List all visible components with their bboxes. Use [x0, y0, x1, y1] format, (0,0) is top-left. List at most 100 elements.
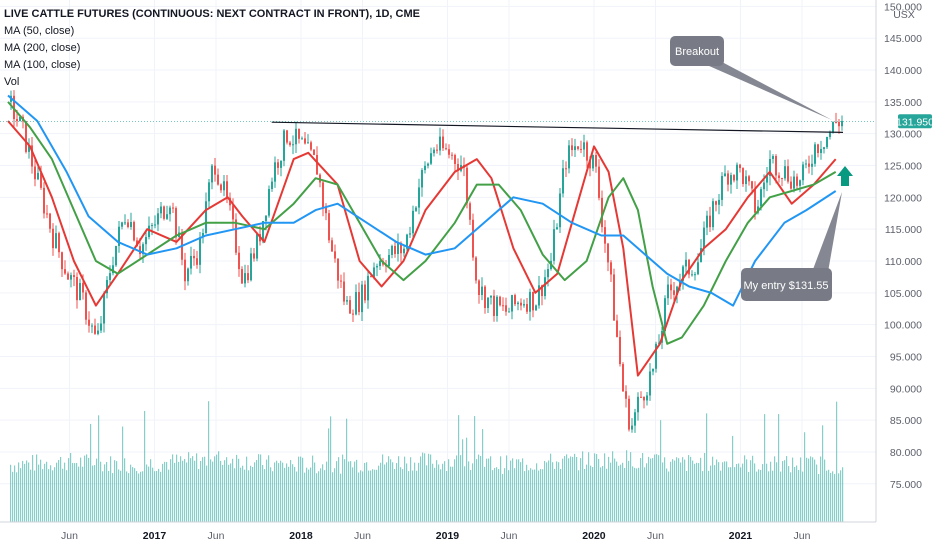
entry-callout[interactable]: My entry $131.55 — [741, 192, 842, 301]
candle-body — [682, 266, 684, 281]
candle-body — [217, 174, 219, 185]
volume-bar — [834, 474, 836, 522]
volume-bar — [104, 464, 106, 522]
volume-bar — [316, 473, 318, 522]
volume-bar — [72, 462, 74, 522]
breakout-callout[interactable]: Breakout — [670, 36, 832, 120]
candle-body — [19, 116, 21, 122]
volume-bar — [706, 413, 708, 522]
candle-body — [631, 425, 633, 430]
volume-bar — [396, 463, 398, 522]
candle-body — [40, 172, 42, 188]
volume-bar — [716, 459, 718, 522]
candle-body — [763, 182, 765, 190]
candle-body — [37, 172, 39, 180]
volume-bar — [350, 461, 352, 522]
volume-bar — [116, 461, 118, 522]
candle-body — [676, 286, 678, 295]
volume-bar — [74, 463, 76, 522]
candle-body — [484, 286, 486, 308]
candle-body — [271, 181, 273, 190]
volume-bar — [202, 457, 204, 522]
volume-bar — [258, 454, 260, 522]
candle-body — [253, 253, 255, 259]
volume-bar — [344, 459, 346, 522]
volume-bar — [504, 468, 506, 522]
x-tick-label: Jun — [208, 530, 225, 542]
volume-bar — [564, 456, 566, 522]
candle-body — [616, 320, 618, 337]
volume-bar — [412, 470, 414, 522]
candle-body — [703, 227, 705, 249]
volume-bar — [648, 456, 650, 522]
volume-bar — [676, 457, 678, 522]
volume-bar — [838, 473, 840, 522]
volume-bar — [184, 458, 186, 522]
candle-body — [298, 128, 300, 139]
candle-body — [280, 160, 282, 168]
volume-bar — [694, 463, 696, 522]
volume-bar — [744, 455, 746, 522]
volume-bar — [96, 458, 98, 522]
volume-bar — [172, 454, 174, 522]
volume-bar — [286, 463, 288, 522]
symbol-title[interactable]: LIVE CATTLE FUTURES (CONTINUOUS: NEXT CO… — [4, 8, 420, 20]
volume-bar — [728, 467, 730, 522]
volume-bar — [234, 468, 236, 522]
y-tick-label: 110.000 — [885, 256, 922, 268]
legend-ma50[interactable]: MA (50, close) — [4, 25, 75, 37]
volume-bar — [772, 470, 774, 522]
volume-bar — [134, 468, 136, 522]
candle-body — [508, 311, 510, 313]
volume-bar — [464, 466, 466, 522]
candle-body — [805, 163, 807, 165]
candle-body — [142, 244, 144, 255]
candle-body — [667, 284, 669, 299]
volume-bar — [218, 451, 220, 522]
candle-body — [79, 283, 81, 301]
candle-body — [637, 396, 639, 413]
volume-bar — [666, 468, 668, 522]
legend-ma100[interactable]: MA (100, close) — [4, 59, 81, 71]
volume-bar — [78, 466, 80, 522]
volume-bar — [178, 461, 180, 522]
volume-bar — [590, 465, 592, 522]
legend-ma200[interactable]: MA (200, close) — [4, 42, 81, 54]
volume-bar — [26, 460, 28, 522]
volume-bar — [254, 462, 256, 522]
volume-bar — [450, 466, 452, 522]
price-axis[interactable]: 75.000 80.000 85.000 90.000 95.000 100.000 105… — [884, 1, 922, 490]
volume-bar — [426, 465, 428, 522]
volume-bar — [212, 461, 214, 522]
candle-body — [586, 142, 588, 161]
candle-body — [214, 165, 216, 175]
volume-bar — [662, 462, 664, 522]
x-tick-label: Jun — [354, 530, 371, 542]
volume-bar — [698, 463, 700, 522]
volume-bar — [492, 470, 494, 522]
candle-body — [328, 213, 330, 241]
volume-bar — [828, 469, 830, 522]
volume-bar — [798, 469, 800, 522]
volume-bar — [206, 465, 208, 522]
candle-body — [754, 188, 756, 213]
volume-bar — [156, 470, 158, 522]
volume-bar — [502, 473, 504, 522]
volume-bar — [658, 455, 660, 522]
volume-bar — [118, 469, 120, 522]
candle-body — [331, 240, 333, 252]
volume-bar — [616, 461, 618, 522]
legend-vol[interactable]: Vol — [4, 76, 20, 88]
volume-bar — [682, 457, 684, 522]
volume-bar — [422, 452, 424, 522]
candle-body — [748, 176, 750, 182]
volume-bar — [358, 472, 360, 522]
series-ma50 — [7, 120, 837, 377]
time-axis[interactable]: Jun 2017 Jun 2018 Jun 2019 Jun 2020 Jun 2021 Jun — [61, 530, 811, 542]
volume-bar — [686, 471, 688, 522]
volume-bar — [448, 459, 450, 522]
volume-bar — [534, 469, 536, 522]
volume-bar — [680, 462, 682, 522]
candle-body — [157, 213, 159, 225]
